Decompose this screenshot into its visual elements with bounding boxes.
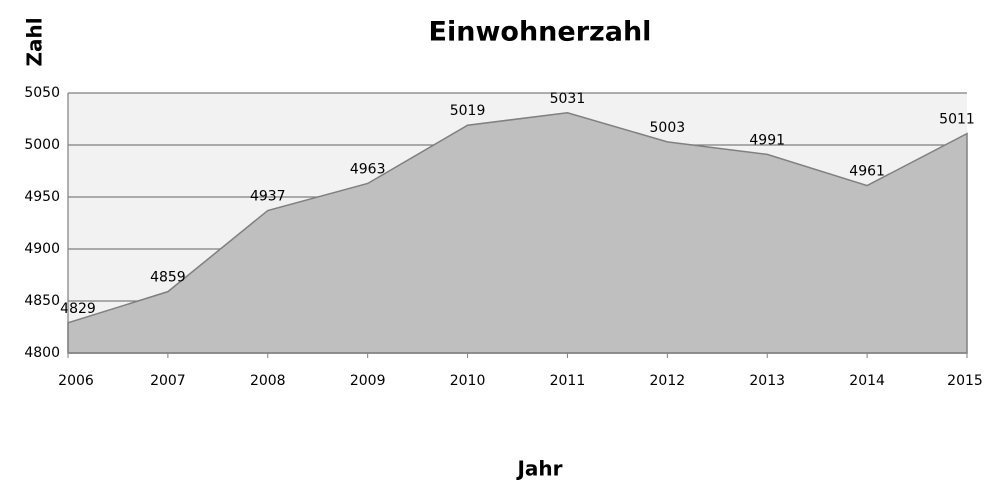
x-tick-label: 2014 [849, 373, 885, 389]
data-label: 4961 [849, 164, 885, 180]
x-tick-label: 2011 [550, 373, 586, 389]
data-label: 5011 [939, 112, 975, 128]
data-label: 4991 [749, 132, 785, 148]
x-tick-label: 2006 [58, 373, 94, 389]
chart-title: Einwohnerzahl [429, 17, 652, 48]
y-tick-label: 4800 [24, 345, 60, 361]
x-tick-label: 2008 [250, 373, 286, 389]
x-tick-label: 2009 [350, 373, 386, 389]
data-label: 5003 [650, 120, 686, 136]
data-label: 4859 [150, 270, 186, 286]
x-tick-label: 2012 [650, 373, 686, 389]
data-label: 5031 [550, 91, 586, 107]
y-axis-title: Zahl [23, 17, 47, 66]
data-label: 4937 [250, 189, 286, 205]
y-tick-label: 5050 [24, 85, 60, 101]
x-tick-label: 2015 [947, 373, 983, 389]
data-label: 4829 [60, 301, 96, 317]
area [67, 111, 968, 354]
x-tick-label: 2007 [150, 373, 186, 389]
data-label: 4963 [350, 161, 386, 177]
x-tick-label: 2013 [749, 373, 785, 389]
data-label: 5019 [450, 103, 486, 119]
y-tick-label: 4900 [24, 241, 60, 257]
y-tick-label: 4850 [24, 293, 60, 309]
x-axis-title: Jahr [515, 457, 562, 481]
y-tick-label: 4950 [24, 189, 60, 205]
y-tick-label: 5000 [24, 137, 60, 153]
x-tick-label: 2010 [450, 373, 486, 389]
